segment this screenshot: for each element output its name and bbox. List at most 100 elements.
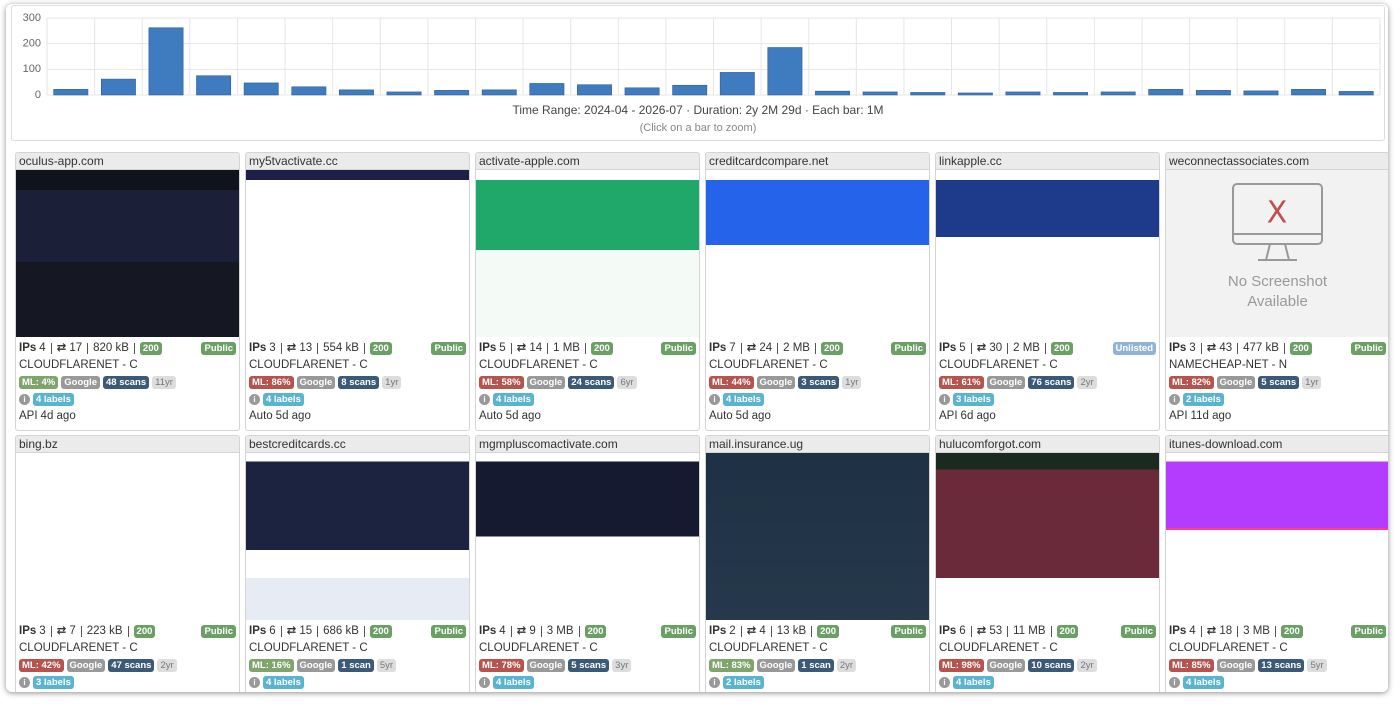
bar[interactable] bbox=[291, 86, 327, 96]
engine-badge: Google bbox=[296, 376, 336, 389]
scans-badge: 1 scan bbox=[338, 659, 374, 672]
info-icon: i bbox=[479, 394, 490, 405]
visibility-badge: Public bbox=[1351, 625, 1386, 638]
badge-row: ML: 44% Google 3 scans 1yr bbox=[706, 374, 929, 391]
bar[interactable] bbox=[1338, 91, 1374, 96]
separator bbox=[50, 626, 52, 637]
status-badge: 200 bbox=[1050, 342, 1073, 355]
scans-badge: 47 scans bbox=[108, 659, 155, 672]
bar[interactable] bbox=[1100, 91, 1136, 96]
bar[interactable] bbox=[148, 27, 184, 96]
engine-badge: Google bbox=[756, 659, 796, 672]
result-card[interactable]: creditcardcompare.net IPs 7 ⇄ 24 2 MB 200 Publi… bbox=[705, 152, 930, 431]
result-card[interactable]: itunes-download.com IPs 4 ⇄ 18 3 MB 200 Public C… bbox=[1165, 435, 1388, 692]
ips-label: IPs bbox=[1169, 342, 1187, 354]
visibility-badge: Public bbox=[1121, 625, 1156, 638]
time-ago: 6d ago bbox=[960, 410, 996, 422]
asn-row: CLOUDFLARENET - C bbox=[246, 357, 469, 374]
domain: bing.bz bbox=[16, 436, 239, 453]
result-card[interactable]: mail.insurance.ug IPs 2 ⇄ 4 13 kB 200 Public CLO… bbox=[705, 435, 930, 692]
stats-row: IPs 7 ⇄ 24 2 MB 200 Public bbox=[706, 340, 929, 357]
result-card[interactable]: weconnectassociates.com X No Screenshot Av… bbox=[1165, 152, 1388, 431]
results-frame: Time Range: 2024-04 - 2026-07 · Duration… bbox=[6, 4, 1388, 692]
info-icon: i bbox=[1169, 677, 1180, 688]
result-card[interactable]: bestcreditcards.cc IPs 6 ⇄ 15 686 kB 200 Public… bbox=[245, 435, 470, 692]
bar[interactable] bbox=[386, 91, 422, 96]
bar[interactable] bbox=[1291, 89, 1327, 96]
bar[interactable] bbox=[100, 78, 136, 96]
ml-badge: ML: 42% bbox=[19, 659, 64, 672]
source-row: API 6d ago bbox=[936, 408, 1159, 425]
visibility-badge: Public bbox=[431, 625, 466, 638]
bar[interactable] bbox=[1005, 91, 1041, 96]
bar[interactable] bbox=[1053, 92, 1088, 96]
result-card[interactable]: activate-apple.com IPs 5 ⇄ 14 1 MB 200 Public CL… bbox=[475, 152, 700, 431]
bar[interactable] bbox=[719, 72, 755, 96]
bar[interactable] bbox=[1148, 89, 1184, 96]
engine-badge: Google bbox=[66, 659, 106, 672]
separator bbox=[1283, 343, 1285, 354]
domain: activate-apple.com bbox=[476, 153, 699, 170]
separator bbox=[510, 343, 512, 354]
info-icon: i bbox=[249, 677, 260, 688]
separator bbox=[1200, 343, 1202, 354]
separator bbox=[1050, 626, 1052, 637]
scans-badge: 76 scans bbox=[1028, 376, 1075, 389]
stats-row: IPs 5 ⇄ 14 1 MB 200 Public bbox=[476, 340, 699, 357]
visibility-badge: Public bbox=[201, 342, 236, 355]
ips-count: 4 bbox=[39, 342, 46, 354]
result-card[interactable]: mgmpluscomactivate.com IPs 4 ⇄ 9 3 MB 200 Publi… bbox=[475, 435, 700, 692]
page-size: 686 kB bbox=[323, 625, 359, 637]
result-card[interactable]: my5tvactivate.cc IPs 3 ⇄ 13 554 kB 200 Public CL… bbox=[245, 152, 470, 431]
separator bbox=[1044, 343, 1046, 354]
ips-label: IPs bbox=[249, 625, 267, 637]
bar[interactable] bbox=[957, 92, 993, 96]
result-card[interactable]: bing.bz IPs 3 ⇄ 7 223 kB 200 Public CLOUDFLARENE… bbox=[15, 435, 240, 692]
time-ago: 5d ago bbox=[505, 410, 541, 422]
bar[interactable] bbox=[529, 83, 565, 96]
redirect-icon: ⇄ bbox=[976, 625, 987, 637]
ips-label: IPs bbox=[19, 342, 37, 354]
result-card[interactable]: linkapple.cc IPs 5 ⇄ 30 2 MB 200 Unlisted CLOUDF… bbox=[935, 152, 1160, 431]
bar[interactable] bbox=[815, 90, 850, 96]
bar[interactable] bbox=[1243, 90, 1279, 96]
labels-badge: 4 labels bbox=[723, 393, 764, 406]
ml-badge: ML: 86% bbox=[249, 376, 294, 389]
separator bbox=[777, 343, 779, 354]
asn-row: CLOUDFLARENET - C bbox=[16, 640, 239, 657]
bar[interactable] bbox=[577, 84, 612, 96]
ips-count: 7 bbox=[729, 342, 736, 354]
bar[interactable] bbox=[339, 89, 374, 96]
bar[interactable] bbox=[672, 84, 708, 96]
engine-badge: Google bbox=[526, 659, 566, 672]
labels-badge: 4 labels bbox=[1183, 676, 1224, 689]
no-screenshot-icon: X bbox=[1232, 183, 1323, 261]
bar[interactable] bbox=[624, 87, 660, 96]
separator bbox=[547, 343, 549, 354]
bar[interactable] bbox=[910, 92, 946, 96]
bar[interactable] bbox=[53, 89, 89, 96]
ips-count: 2 bbox=[729, 625, 736, 637]
bar[interactable] bbox=[434, 90, 470, 96]
result-card[interactable]: oculus-app.com IPs 4 ⇄ 17 820 kB 200 Public CLOU… bbox=[15, 152, 240, 431]
status-badge: 200 bbox=[369, 342, 392, 355]
domain: bestcreditcards.cc bbox=[246, 436, 469, 453]
ips-label: IPs bbox=[709, 625, 727, 637]
badge-row: ML: 86% Google 8 scans 1yr bbox=[246, 374, 469, 391]
bar[interactable] bbox=[862, 91, 898, 96]
info-icon: i bbox=[939, 394, 950, 405]
separator bbox=[540, 626, 542, 637]
bar[interactable] bbox=[481, 89, 517, 96]
bar[interactable] bbox=[767, 47, 803, 96]
ips-label: IPs bbox=[19, 625, 37, 637]
asn-row: CLOUDFLARENET - C bbox=[476, 640, 699, 657]
bar[interactable] bbox=[196, 75, 232, 96]
bar[interactable] bbox=[243, 82, 279, 96]
ips-count: 4 bbox=[1189, 625, 1196, 637]
result-card[interactable]: hulucomforgot.com IPs 6 ⇄ 53 11 MB 200 Public CL… bbox=[935, 435, 1160, 692]
bar[interactable] bbox=[1195, 90, 1231, 96]
